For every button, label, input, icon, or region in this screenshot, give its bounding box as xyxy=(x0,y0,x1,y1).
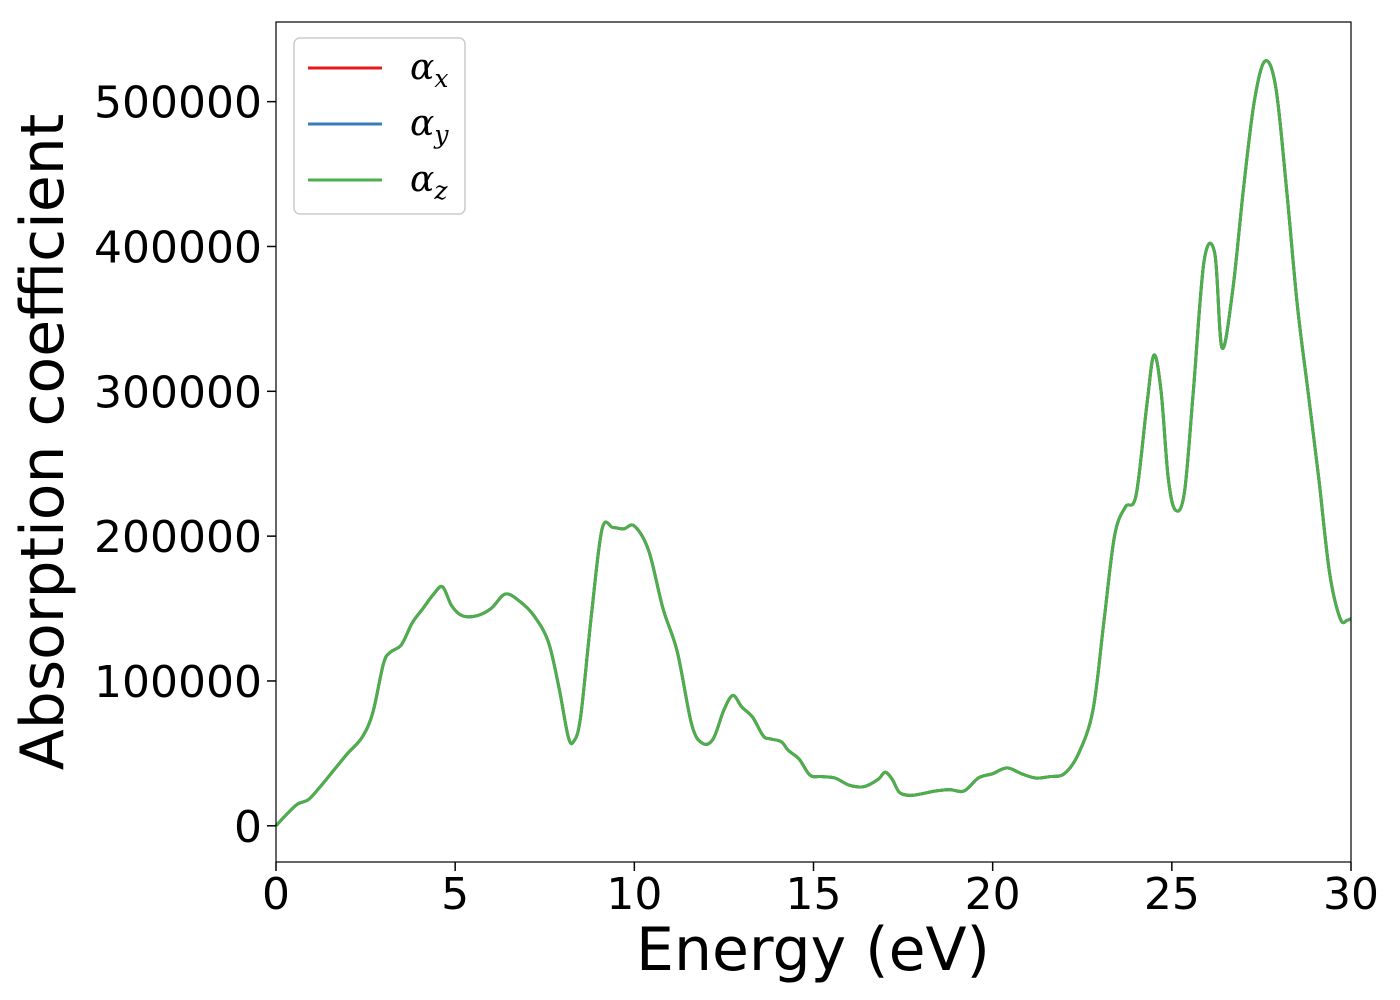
series-lines xyxy=(274,59,1352,827)
y-axis-label: Absorption coefficient xyxy=(8,114,78,771)
legend-label-alpha-z: αz xyxy=(410,159,448,205)
y-tick-label: 200000 xyxy=(94,512,262,563)
x-tick-label: 15 xyxy=(786,869,842,920)
legend-label-alpha-x: αx xyxy=(410,47,448,93)
legend-label-alpha-y: αy xyxy=(410,103,449,149)
y-tick-label: 0 xyxy=(234,802,262,853)
y-tick-label: 500000 xyxy=(94,78,262,129)
x-axis-label: Energy (eV) xyxy=(636,915,990,985)
x-tick-label: 0 xyxy=(262,869,290,920)
y-tick-label: 400000 xyxy=(94,222,262,273)
y-axis-ticks: 0 100000 200000 300000 400000 500000 xyxy=(94,78,276,853)
x-axis-ticks: 0 5 10 15 20 25 30 xyxy=(262,862,1379,920)
x-tick-label: 20 xyxy=(965,869,1021,920)
x-tick-label: 10 xyxy=(606,869,662,920)
y-tick-label: 100000 xyxy=(94,657,262,708)
legend-box xyxy=(293,37,466,215)
x-tick-label: 30 xyxy=(1323,869,1379,920)
legend: αx αy αz xyxy=(293,37,466,215)
series-line-alpha-z xyxy=(274,59,1352,827)
x-tick-label: 5 xyxy=(441,869,469,920)
y-tick-label: 300000 xyxy=(94,367,262,418)
x-tick-label: 25 xyxy=(1144,869,1200,920)
